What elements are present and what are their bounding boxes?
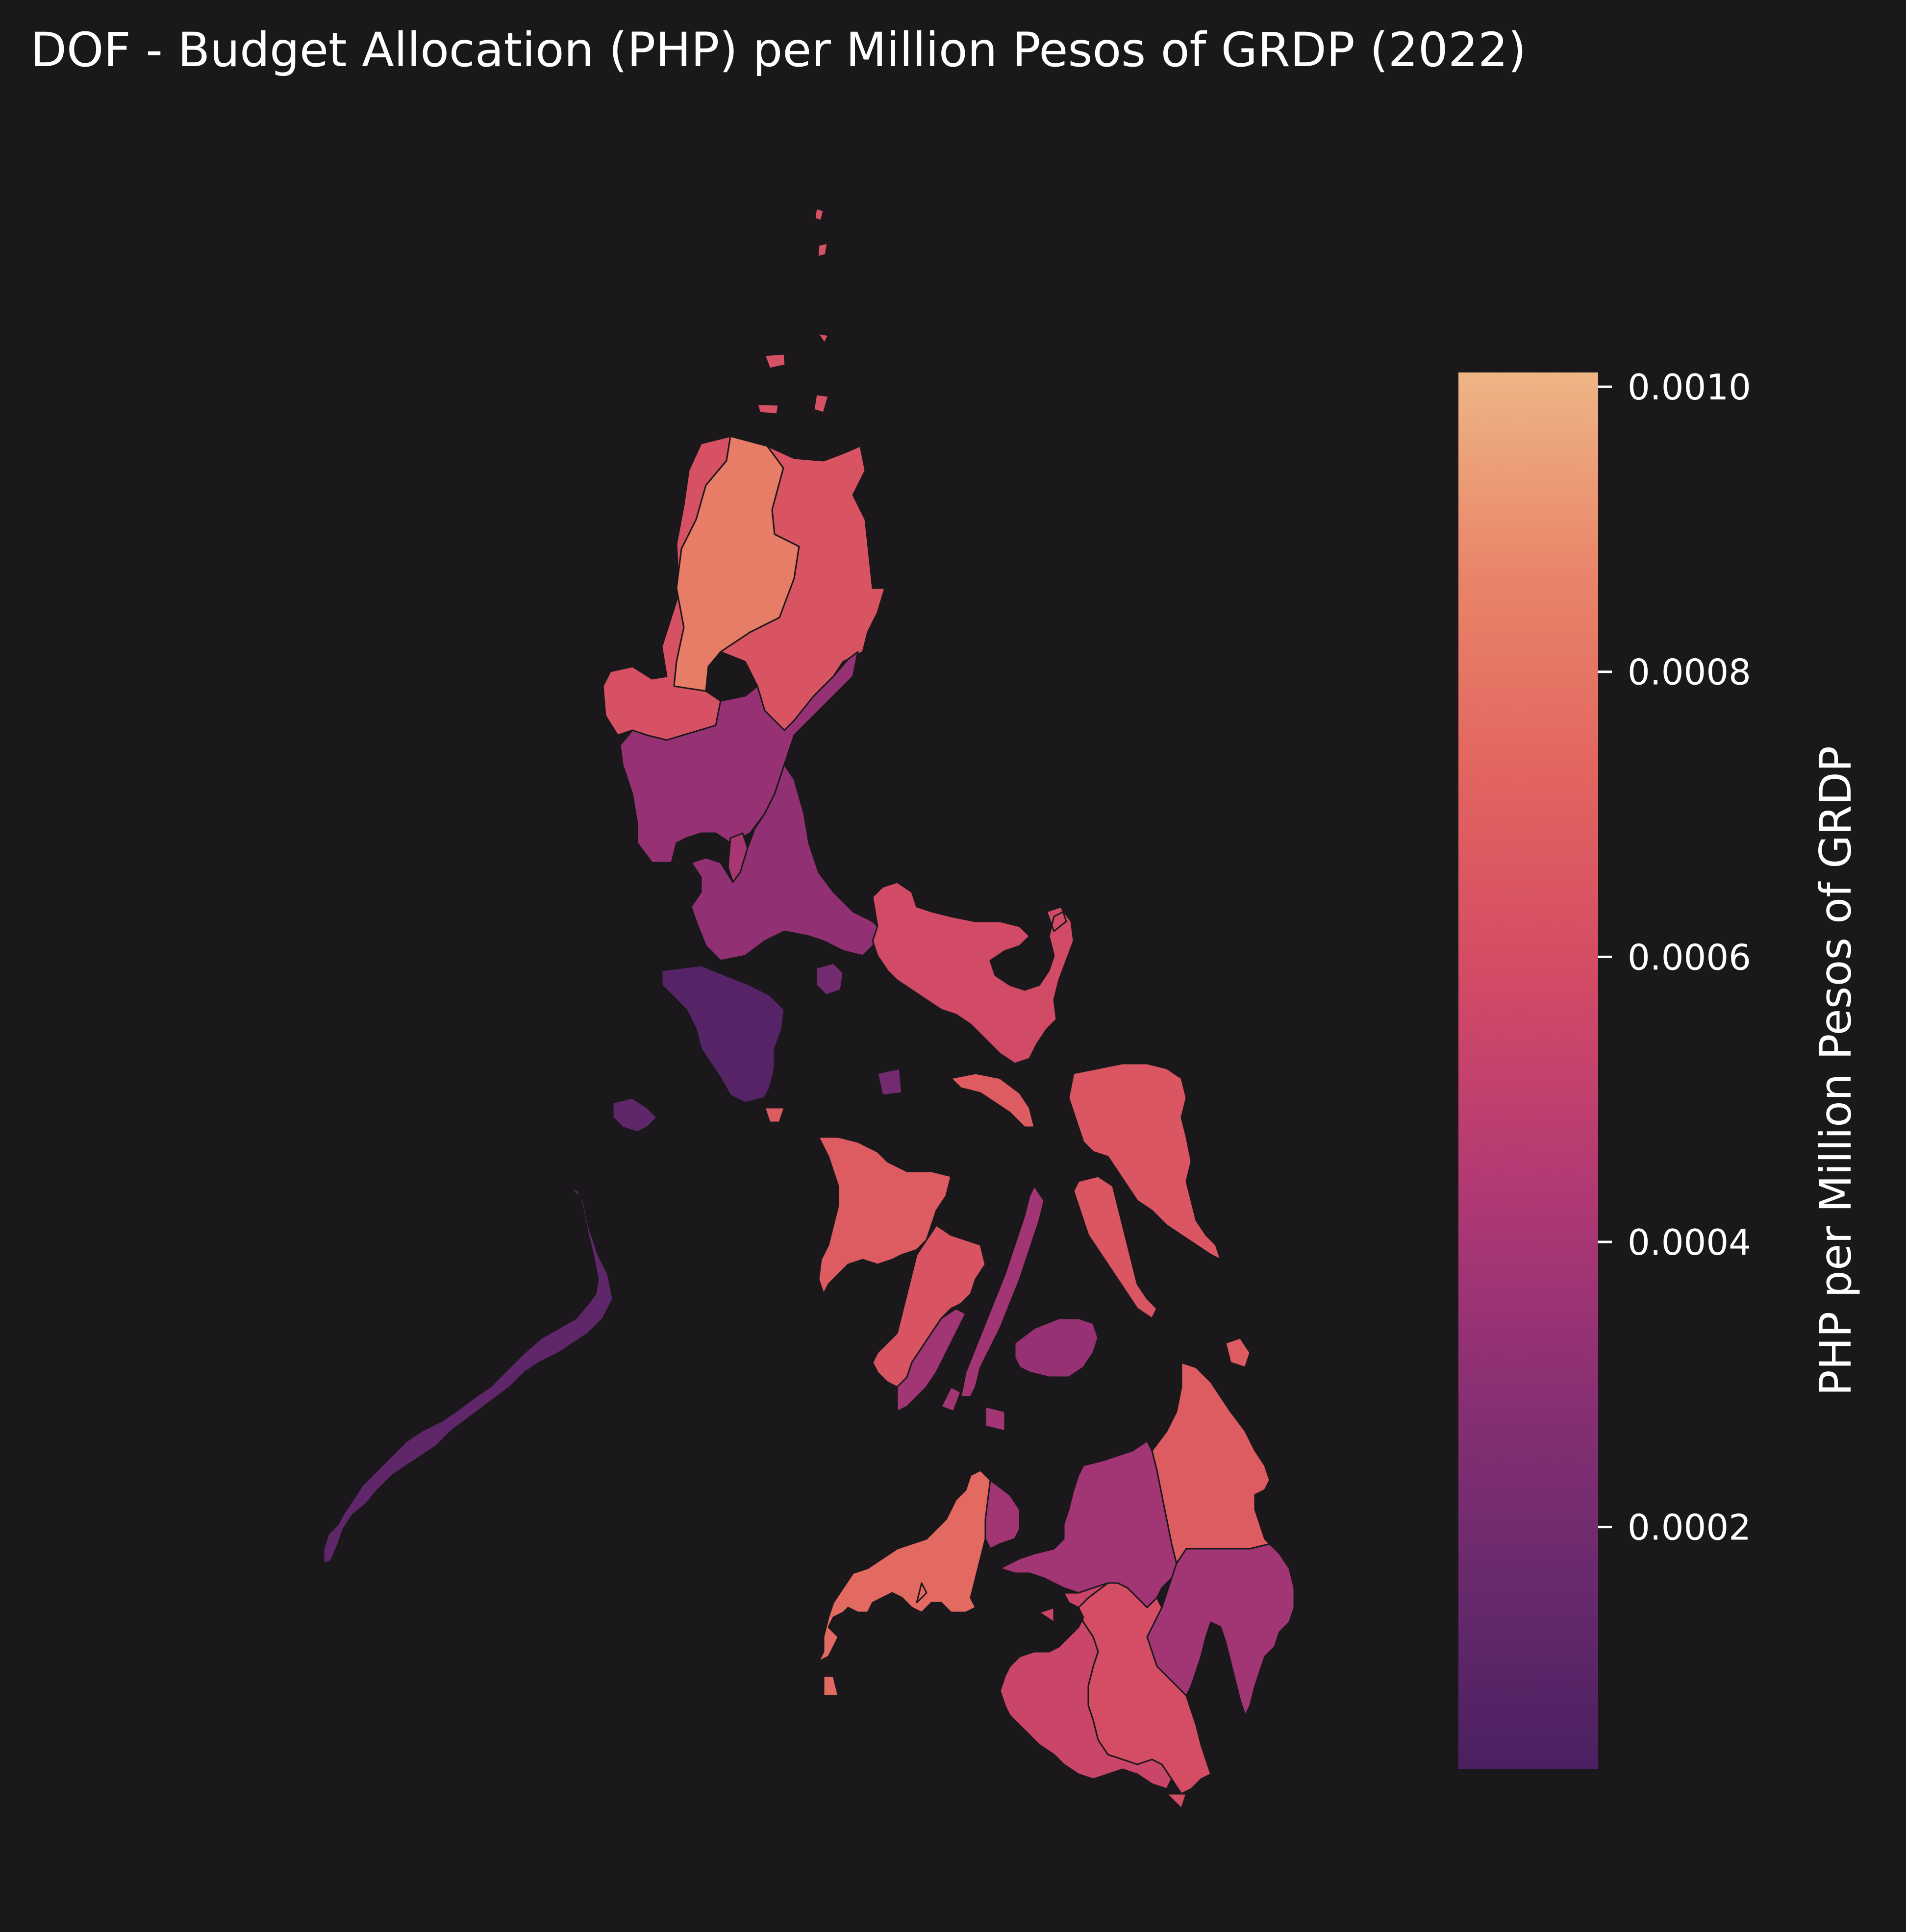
- chart-title: DOF - Budget Allocation (PHP) per Millio…: [30, 23, 1526, 77]
- colorbar-tick-label: 0.0008: [1628, 652, 1751, 693]
- region-zamboanga: [818, 1469, 991, 1697]
- colorbar-tick-label: 0.0006: [1628, 937, 1751, 978]
- colorbar-gradient: [1458, 372, 1598, 1769]
- region-bicol: [872, 881, 1075, 1065]
- philippines-map: [323, 207, 1295, 1809]
- region-palawan: [323, 1097, 658, 1564]
- region-mindoro: [661, 965, 785, 1104]
- region-northern-mindanao: [984, 1440, 1178, 1609]
- region-bohol: [1014, 1317, 1099, 1378]
- region-barmm: [999, 1582, 1173, 1790]
- region-marinduque: [815, 962, 903, 1096]
- colorbar-label: PHP per Million Pesos of GRDP: [1810, 746, 1861, 1396]
- region-central-visayas: [896, 1185, 1045, 1432]
- colorbar-ticks: 0.0010 0.0008 0.0006 0.0004 0.0002: [1598, 367, 1751, 1548]
- region-western-visayas: [764, 1072, 1035, 1295]
- colorbar-tick-label: 0.0004: [1628, 1222, 1751, 1263]
- region-eastern-visayas: [1068, 1063, 1222, 1319]
- colorbar-tick-label: 0.0010: [1628, 367, 1751, 408]
- region-caraga: [1151, 1337, 1271, 1564]
- colorbar: 0.0010 0.0008 0.0006 0.0004 0.0002 PHP per M…: [1458, 367, 1861, 1769]
- colorbar-tick-label: 0.0002: [1628, 1507, 1751, 1548]
- region-batanes: [756, 207, 829, 415]
